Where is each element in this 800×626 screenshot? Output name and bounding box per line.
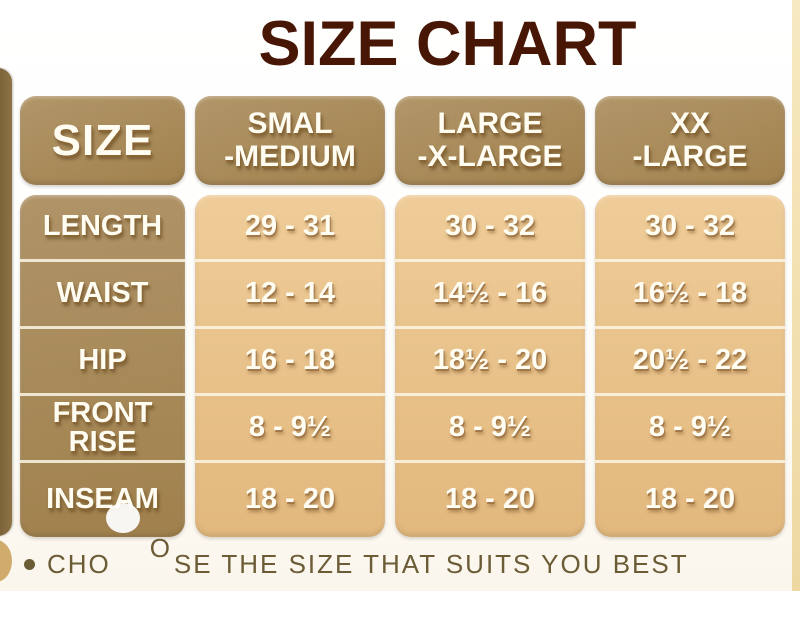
row-label: LENGTH: [42, 210, 163, 243]
size-value-cell: 30 - 32: [444, 210, 536, 243]
left-edge-card-strip: [0, 68, 12, 536]
size-value-cell: 29 - 31: [244, 210, 336, 243]
footer-note-suffix: SE THE SIZE THAT SUITS YOU BEST: [173, 548, 689, 579]
row-label: INSEAM: [20, 459, 185, 537]
size-value-cell: 18 - 20: [595, 459, 785, 537]
column-header-line: SMAL: [247, 107, 333, 141]
corner-header-size: SIZE: [20, 96, 185, 185]
left-edge-card-corner: [0, 540, 12, 582]
size-value-cell: 30 - 32: [644, 210, 736, 243]
size-value-cell: 20½ - 22: [595, 325, 785, 393]
size-value-cell: 16 - 18: [195, 325, 385, 393]
values-column-large-xlarge: 30 - 32 14½ - 16 18½ - 20 8 - 9½ 18 - 20: [395, 195, 585, 537]
column-header-line: XX: [669, 107, 711, 141]
footer-note: CHO O SE THE SIZE THAT SUITS YOU BEST: [24, 503, 689, 580]
column-header-large-xlarge: LARGE -X-LARGE: [395, 96, 585, 185]
footer-note-obscured-letter: O: [105, 502, 172, 626]
size-value-cell: 12 - 14: [195, 258, 385, 326]
row-label: HIP: [20, 325, 185, 393]
row-labels-column: LENGTH WAIST HIP FRONT RISE INSEAM: [20, 195, 185, 537]
size-value-cell: 18½ - 20: [395, 325, 585, 393]
white-blob-overlay: [105, 503, 140, 533]
bullet-icon: [24, 558, 35, 570]
size-value-cell: 18 - 20: [195, 459, 385, 537]
size-value-cell: 8 - 9½: [395, 392, 585, 460]
column-header-line: LARGE: [437, 107, 543, 141]
row-label: WAIST: [20, 258, 185, 326]
obscured-letter-text: O: [149, 533, 172, 563]
size-value-cell: 18 - 20: [395, 459, 585, 537]
right-edge-card-strip: [792, 0, 800, 591]
footer-note-prefix: CHO: [47, 548, 111, 579]
values-column-small-medium: 29 - 31 12 - 14 16 - 18 8 - 9½ 18 - 20: [195, 195, 385, 537]
column-header-small-medium: SMAL -MEDIUM: [195, 96, 385, 185]
size-value-cell: 16½ - 18: [595, 258, 785, 326]
size-value-cell: 8 - 9½: [195, 392, 385, 460]
size-value-cell: 14½ - 16: [395, 258, 585, 326]
column-header-line: -X-LARGE: [417, 139, 563, 173]
row-label: FRONT RISE: [20, 392, 185, 460]
column-header-line: -MEDIUM: [224, 139, 356, 173]
corner-header-label: SIZE: [51, 115, 154, 165]
values-column-xx-large: 30 - 32 16½ - 18 20½ - 22 8 - 9½ 18 - 20: [595, 195, 785, 537]
column-header-line: -LARGE: [632, 139, 748, 173]
size-value-cell: 8 - 9½: [595, 392, 785, 460]
page-title: SIZE CHART: [258, 9, 637, 79]
column-header-xx-large: XX -LARGE: [595, 96, 785, 185]
